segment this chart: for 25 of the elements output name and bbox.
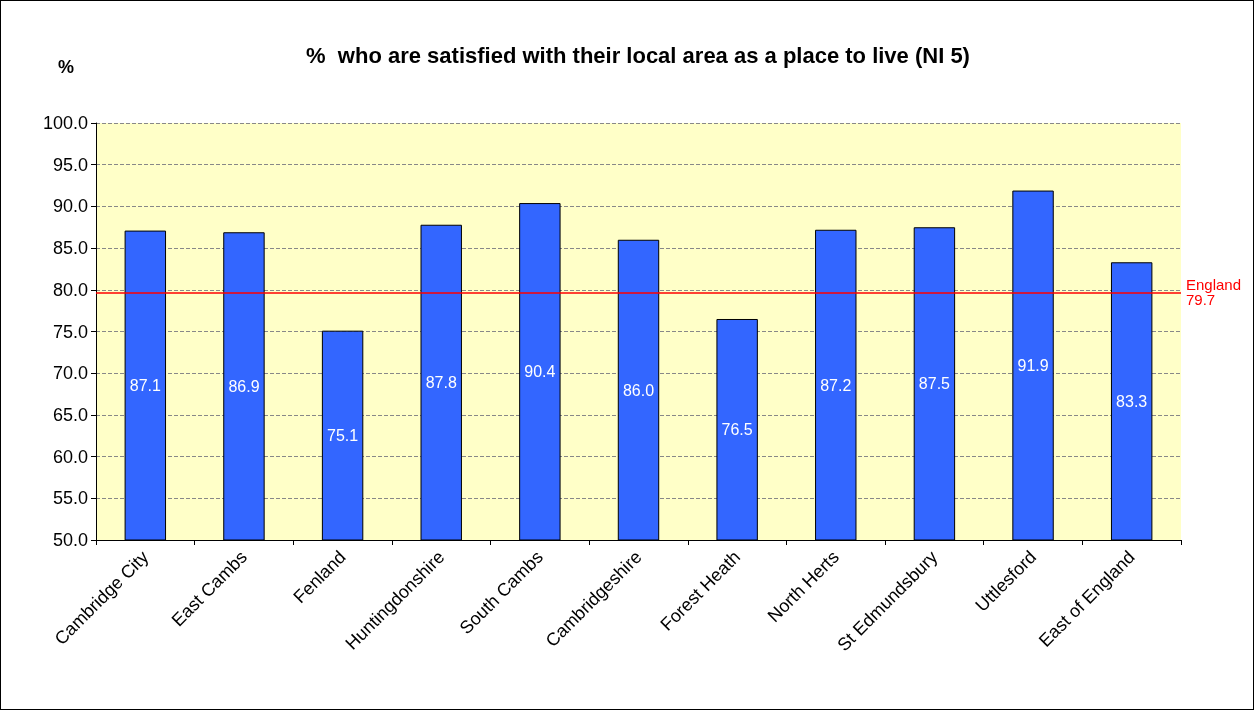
data-label: 87.5 [918,375,951,393]
y-tick-label: 70.0 [52,363,88,384]
data-label: 76.5 [721,421,753,439]
y-tick-label: 50.0 [52,530,88,550]
data-label: 90.4 [524,363,556,381]
data-label: 87.8 [425,374,457,392]
data-label: 86.9 [228,377,260,395]
y-tick-label: 75.0 [52,321,88,342]
data-label: 86.0 [622,381,655,399]
data-label: 91.9 [1017,357,1049,375]
y-tick-label: 80.0 [52,279,88,300]
y-axis-title: % [58,57,75,77]
ref-line-label: England 79.7 [1186,276,1242,309]
data-label: 87.2 [820,376,852,394]
y-tick-label: 85.0 [52,238,88,259]
y-tick-label: 65.0 [52,404,88,425]
y-tick-label: 55.0 [52,488,88,509]
data-label: 87.1 [129,377,161,395]
data-label: 83.3 [1116,392,1148,410]
y-tick-label: 95.0 [52,154,88,175]
y-tick-label: 100.0 [42,113,88,133]
data-label: 75.1 [327,427,359,445]
chart-title: % who are satisfied with their local area as a place to live (NI 5) [306,42,970,68]
y-tick-label: 60.0 [52,446,88,467]
y-tick-label: 90.0 [52,196,88,217]
